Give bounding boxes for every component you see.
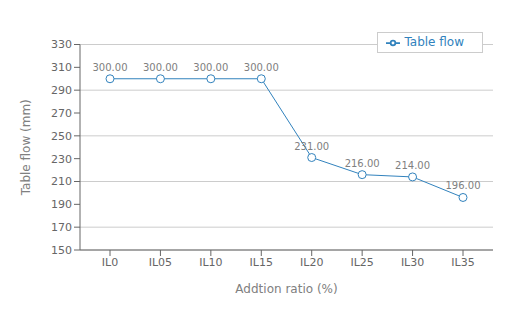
- svg-text:210: 210: [51, 175, 72, 188]
- svg-text:290: 290: [51, 84, 72, 97]
- svg-text:IL15: IL15: [250, 256, 273, 269]
- svg-text:Addtion ratio (%): Addtion ratio (%): [235, 282, 337, 296]
- html-text:Table flow: Table flow: [404, 35, 464, 49]
- svg-text:231.00: 231.00: [294, 141, 329, 152]
- svg-text:IL20: IL20: [300, 256, 323, 269]
- svg-text:216.00: 216.00: [345, 158, 380, 169]
- svg-text:IL0: IL0: [102, 256, 118, 269]
- svg-text:190: 190: [51, 198, 72, 211]
- svg-text:300.00: 300.00: [93, 62, 128, 73]
- svg-text:150: 150: [51, 244, 72, 257]
- svg-text:IL30: IL30: [401, 256, 424, 269]
- svg-text:214.00: 214.00: [395, 160, 430, 171]
- svg-text:170: 170: [51, 221, 72, 234]
- svg-text:330: 330: [51, 38, 72, 51]
- svg-text:300.00: 300.00: [244, 62, 279, 73]
- svg-text:IL35: IL35: [451, 256, 474, 269]
- svg-text:300.00: 300.00: [193, 62, 228, 73]
- svg-text:250: 250: [51, 130, 72, 143]
- svg-text:230: 230: [51, 153, 72, 166]
- svg-text:300.00: 300.00: [143, 62, 178, 73]
- svg-text:270: 270: [51, 107, 72, 120]
- svg-text:196.00: 196.00: [446, 180, 481, 191]
- svg-text:IL10: IL10: [199, 256, 222, 269]
- svg-text:IL05: IL05: [149, 256, 172, 269]
- svg-text:Table flow (mm): Table flow (mm): [19, 99, 33, 196]
- svg-text:310: 310: [51, 61, 72, 74]
- svg-text:IL25: IL25: [350, 256, 373, 269]
